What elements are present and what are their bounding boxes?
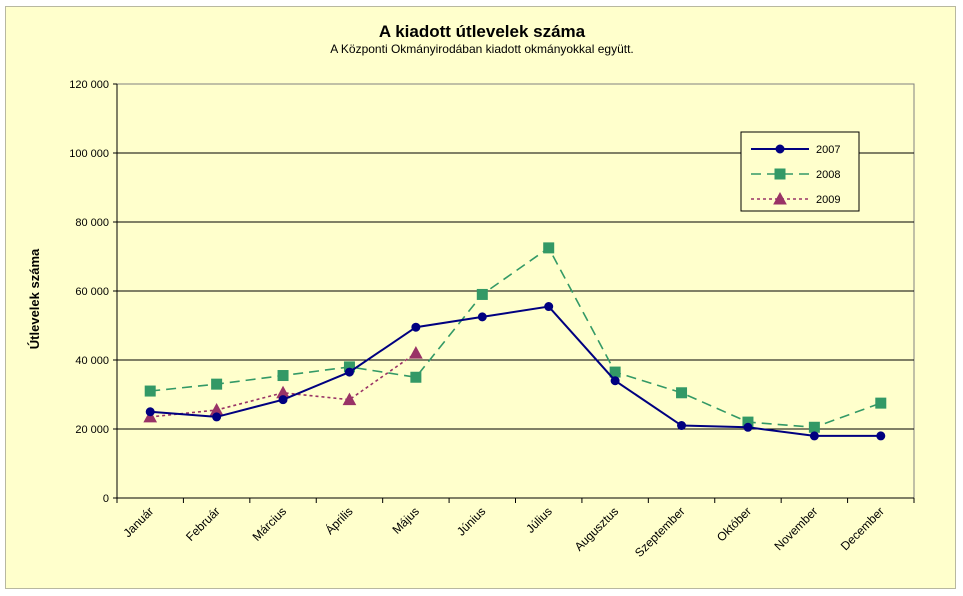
series-2008 <box>144 242 887 433</box>
y-tick-label: 120 000 <box>69 79 109 91</box>
legend-marker-2009 <box>773 191 787 205</box>
data-point-2009 <box>409 346 423 359</box>
x-tick-label: Március <box>250 504 290 544</box>
data-point-2007 <box>411 322 421 332</box>
data-point-2007 <box>278 395 288 405</box>
data-point-2009 <box>143 409 158 423</box>
legend-label-2009: 2009 <box>816 194 840 206</box>
data-point-2007 <box>809 431 819 441</box>
data-point-2007 <box>344 367 354 377</box>
data-point-2008 <box>543 242 555 254</box>
series-line-2009 <box>150 352 417 418</box>
series-2009 <box>143 346 423 423</box>
data-point-2007 <box>145 407 155 417</box>
x-tick-label: Szeptember <box>632 504 688 560</box>
x-tick-label: November <box>771 504 820 553</box>
x-tick-label: Május <box>389 504 422 537</box>
series-layer <box>143 242 887 441</box>
series-2007 <box>145 302 886 441</box>
data-point-2007 <box>743 422 753 432</box>
x-tick-label: Augusztus <box>572 504 622 554</box>
y-tick-label: 0 <box>103 493 109 505</box>
x-tick-label: Január <box>120 504 156 540</box>
chart-title: A kiadott útlevelek száma <box>379 22 586 41</box>
data-point-2007 <box>610 376 620 386</box>
series-line-2007 <box>150 305 881 437</box>
data-point-2009 <box>342 392 357 406</box>
data-point-2008 <box>808 421 820 433</box>
data-point-2008 <box>277 370 289 382</box>
legend: 2007 2008 2009 <box>740 131 860 212</box>
data-point-2008 <box>211 378 223 390</box>
y-tick-label: 40 000 <box>75 355 109 367</box>
legend-label-2008: 2008 <box>816 169 840 181</box>
y-axis-label: Útlevelek száma <box>27 248 42 349</box>
y-tick-label: 60 000 <box>75 286 109 298</box>
data-point-2007 <box>677 421 687 431</box>
legend-marker-2007 <box>775 144 785 154</box>
data-point-2008 <box>410 371 422 383</box>
data-point-2008 <box>875 397 887 409</box>
y-tick-label: 100 000 <box>69 148 109 160</box>
data-point-2007 <box>477 312 487 322</box>
x-tick-label: Február <box>183 504 223 544</box>
y-tick-label: 80 000 <box>75 217 109 229</box>
line-chart: A kiadott útlevelek száma A Központi Okm… <box>27 22 915 560</box>
x-tick-label: Október <box>714 504 754 544</box>
legend-box <box>740 131 860 212</box>
data-point-2007 <box>544 302 554 312</box>
x-tick-label: Április <box>322 504 356 538</box>
y-tick-label: 20 000 <box>75 424 109 436</box>
data-point-2007 <box>212 412 222 422</box>
x-tick-label: Július <box>523 504 555 536</box>
legend-label-2007: 2007 <box>816 144 840 156</box>
data-point-2008 <box>476 288 488 300</box>
chart-area: A kiadott útlevelek száma A Központi Okm… <box>5 6 956 589</box>
x-tick-label: Június <box>454 504 488 538</box>
legend-marker-2008 <box>774 168 786 180</box>
chart-subtitle: A Központi Okmányirodában kiadott okmány… <box>330 42 634 56</box>
data-point-2008 <box>144 385 156 397</box>
data-point-2007 <box>876 431 886 441</box>
x-tick-label: December <box>838 504 887 553</box>
data-point-2008 <box>676 387 688 399</box>
